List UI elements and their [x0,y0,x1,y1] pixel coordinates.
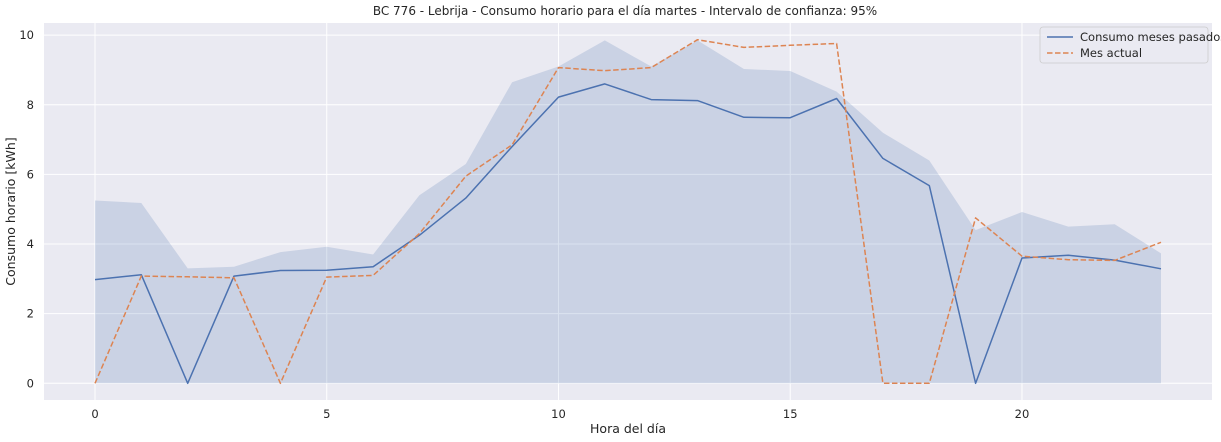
x-tick-label: 5 [323,407,330,421]
chart-title: BC 776 - Lebrija - Consumo horario para … [373,4,877,18]
y-tick-label: 2 [27,307,34,321]
x-tick-label: 0 [91,407,98,421]
y-tick-label: 4 [27,237,34,251]
y-axis-label: Consumo horario [kWh] [3,137,18,285]
y-tick-label: 8 [27,98,34,112]
x-tick-label: 10 [551,407,566,421]
y-tick-label: 0 [27,376,34,390]
legend-label: Mes actual [1080,46,1142,60]
x-axis-label: Hora del día [590,421,666,436]
legend-box [1039,26,1209,64]
confidence-band [95,40,1161,384]
x-tick-label: 15 [783,407,798,421]
series-line-1 [94,38,1162,385]
y-tick-label: 10 [19,28,34,42]
y-tick-label: 6 [27,167,34,181]
legend: Consumo meses pasados Mes actual [1039,26,1221,64]
x-tick-label: 20 [1015,407,1030,421]
series-line-0 [94,83,1162,385]
tick-labels: 0 5 10 15 20 0 2 4 6 8 10 [19,28,1029,421]
series-lines [94,38,1162,385]
confidence-interval [95,40,1161,384]
legend-label: Consumo meses pasados [1080,30,1221,44]
grid-lines [44,23,1212,400]
plot-area [44,23,1212,400]
